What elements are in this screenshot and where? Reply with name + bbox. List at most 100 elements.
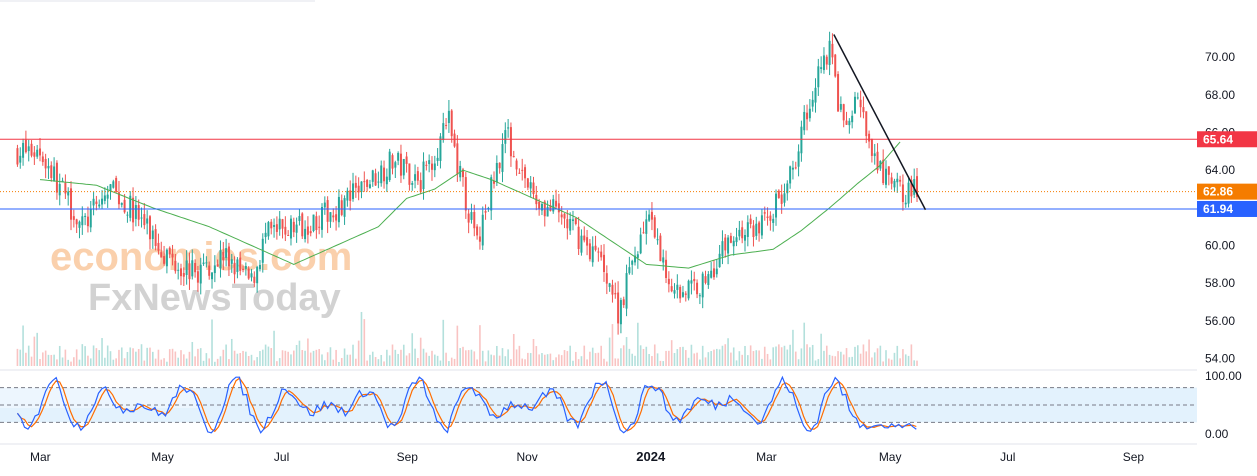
time-tick-label: Mar xyxy=(30,450,51,464)
stochastic-k-line xyxy=(16,375,917,434)
candle-body xyxy=(552,199,555,212)
volume-bar xyxy=(309,352,312,366)
volume-bar xyxy=(307,338,309,366)
volume-bar xyxy=(180,350,182,366)
candle-body xyxy=(746,222,749,237)
volume-bar xyxy=(907,355,910,366)
volume-bar xyxy=(662,361,665,366)
candle-body xyxy=(631,260,634,265)
watermark: economies.com FxNewsToday xyxy=(50,235,352,319)
volume-bar xyxy=(546,354,549,366)
candle-body xyxy=(199,264,202,284)
volume-bar xyxy=(95,348,98,366)
volume-bar xyxy=(603,358,605,366)
volume-bar xyxy=(515,349,518,366)
candle-body xyxy=(789,166,792,184)
candle-body xyxy=(304,228,307,240)
volume-bar xyxy=(766,353,769,366)
candle-body xyxy=(399,153,402,176)
candle-body xyxy=(188,263,191,280)
volume-bar xyxy=(194,356,196,366)
candle-body xyxy=(515,160,518,170)
volume-bar xyxy=(873,352,876,366)
candle-body xyxy=(112,181,115,188)
volume-bar xyxy=(814,360,817,366)
volume-bar xyxy=(893,352,896,366)
candle-body xyxy=(41,156,44,163)
candle-body xyxy=(831,43,834,58)
volume-bar xyxy=(527,352,529,366)
volume-bar xyxy=(840,351,842,366)
candle-body xyxy=(611,284,614,295)
candle-body xyxy=(115,177,118,192)
volume-bar xyxy=(456,325,459,366)
candle-body xyxy=(16,148,19,165)
candle-body xyxy=(306,226,309,235)
volume-bar xyxy=(820,333,822,366)
volume-bar xyxy=(845,348,848,366)
time-tick-label: May xyxy=(879,450,902,464)
horizontal-levels[interactable] xyxy=(0,138,1197,210)
candle-body xyxy=(772,218,775,223)
volume-bar xyxy=(84,346,86,366)
candle-body xyxy=(566,219,569,229)
candle-body xyxy=(834,54,837,77)
volume-bar xyxy=(518,345,521,366)
volume-bar xyxy=(132,348,134,366)
volume-bar xyxy=(637,322,639,366)
candle-body xyxy=(340,200,343,215)
candle-body xyxy=(129,195,132,218)
volume-bar xyxy=(642,348,645,366)
candle-body xyxy=(439,136,442,161)
candle-body xyxy=(794,167,797,169)
volume-bar xyxy=(16,348,19,366)
candle-body xyxy=(134,205,137,219)
candle-body xyxy=(445,124,448,126)
candle-body xyxy=(704,276,707,283)
candle-body xyxy=(106,194,109,199)
volume-bar xyxy=(366,360,368,366)
candle-body xyxy=(343,198,346,217)
candle-body xyxy=(712,268,715,278)
volume-bar xyxy=(665,350,667,366)
candle-body xyxy=(447,110,450,124)
candle-body xyxy=(820,67,823,69)
candle-body xyxy=(81,216,84,226)
trendline-layer[interactable] xyxy=(833,34,927,211)
volume-bar xyxy=(152,351,154,366)
volume-bar xyxy=(422,348,425,366)
volume-bar xyxy=(459,348,461,366)
volume-bar xyxy=(481,350,484,366)
price-tick-label: 56.00 xyxy=(1205,314,1235,328)
volume-bar xyxy=(631,353,633,366)
volume-histogram xyxy=(16,311,918,366)
candle-body xyxy=(219,250,222,269)
volume-bar xyxy=(256,357,258,366)
watermark-fxnewstoday: FxNewsToday xyxy=(88,277,341,319)
volume-bar xyxy=(902,349,904,366)
candle-body xyxy=(735,237,738,243)
volume-bar xyxy=(439,360,442,366)
volume-bar xyxy=(53,354,55,366)
volume-bar xyxy=(397,353,399,366)
candle-body xyxy=(428,160,431,165)
volume-bar xyxy=(261,349,264,366)
volume-bar xyxy=(92,345,95,366)
candle-body xyxy=(648,214,651,221)
candle-body xyxy=(625,273,628,309)
candle-body xyxy=(371,170,374,182)
candle-body xyxy=(298,216,301,221)
volume-bar xyxy=(496,345,498,366)
volume-bar xyxy=(346,354,349,366)
candle-body xyxy=(64,182,67,194)
candle-body xyxy=(684,293,687,295)
candle-body xyxy=(583,235,586,241)
candlestick-series xyxy=(16,31,919,335)
volume-bar xyxy=(758,350,760,366)
volume-bar xyxy=(786,349,789,366)
candle-body xyxy=(763,212,766,214)
candle-body xyxy=(95,201,98,205)
candle-body xyxy=(591,246,594,263)
volume-bar xyxy=(580,356,583,366)
